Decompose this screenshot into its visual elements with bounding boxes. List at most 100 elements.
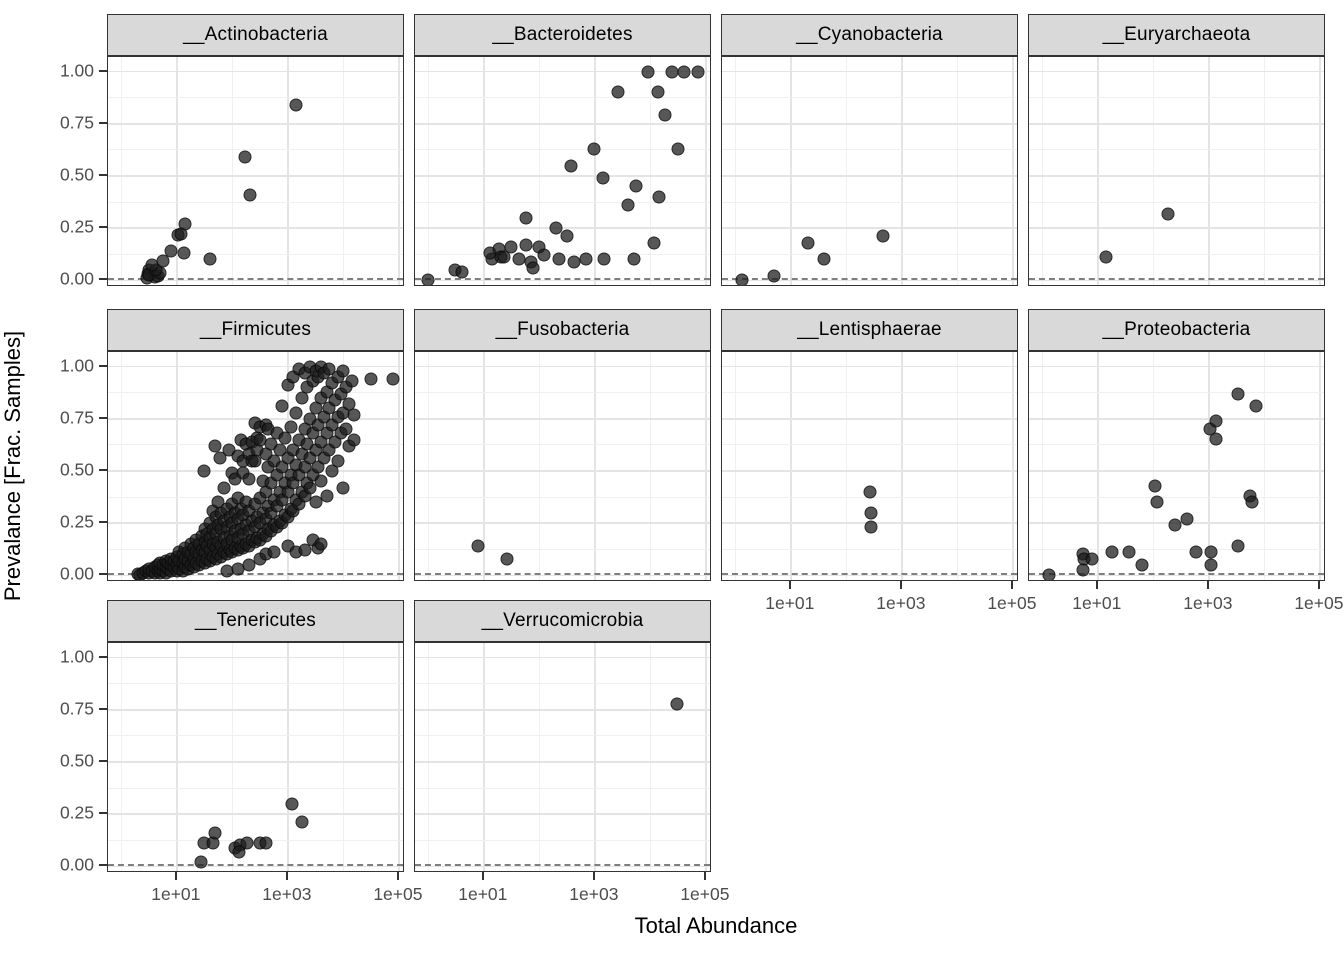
gridline-x-major bbox=[705, 352, 707, 580]
data-point bbox=[549, 221, 563, 235]
gridline-y-minor bbox=[722, 253, 1017, 255]
x-tick-label: 1e+05 bbox=[987, 593, 1037, 613]
data-point bbox=[213, 451, 227, 465]
data-point bbox=[691, 65, 705, 79]
gridline-x-minor bbox=[1041, 57, 1043, 285]
data-point bbox=[526, 261, 540, 275]
gridline-y-major bbox=[108, 813, 403, 815]
gridline-y-minor bbox=[108, 201, 403, 203]
data-point bbox=[217, 481, 231, 495]
gridline-x-minor bbox=[956, 352, 958, 580]
data-point bbox=[1180, 512, 1194, 526]
facet-Tenericutes: __Tenericutes bbox=[107, 600, 404, 872]
facet-strip-label: __Actinobacteria bbox=[183, 24, 328, 45]
gridline-x-major bbox=[398, 57, 400, 285]
x-tick-label: 1e+01 bbox=[765, 593, 815, 613]
gridline-y-major bbox=[415, 70, 710, 73]
y-tick-mark bbox=[99, 707, 107, 710]
y-tick-mark bbox=[99, 573, 107, 576]
gridline-x-minor bbox=[427, 352, 429, 580]
gridline-y-major bbox=[108, 175, 403, 177]
y-tick-mark bbox=[99, 226, 107, 229]
data-point bbox=[500, 552, 514, 566]
gridline-y-major bbox=[108, 761, 403, 763]
gridline-y-major bbox=[415, 656, 710, 659]
gridline-y-major bbox=[722, 227, 1017, 229]
data-point bbox=[1076, 563, 1090, 577]
data-point bbox=[298, 543, 312, 557]
x-tick-label: 1e+05 bbox=[1294, 593, 1344, 613]
gridline-y-minor bbox=[415, 97, 710, 99]
gridline-y-major bbox=[415, 279, 710, 282]
gridline-y-minor bbox=[1029, 149, 1324, 151]
data-point bbox=[1245, 495, 1259, 509]
data-point bbox=[560, 229, 574, 243]
gridline-x-minor bbox=[231, 643, 233, 871]
gridline-y-minor bbox=[415, 735, 710, 737]
gridline-y-major bbox=[108, 70, 403, 73]
y-tick-mark bbox=[99, 864, 107, 867]
y-tick-label: 0.75 bbox=[59, 407, 94, 428]
y-tick-mark bbox=[99, 364, 107, 367]
gridline-y-major bbox=[722, 70, 1017, 73]
facet-panel bbox=[1028, 56, 1325, 286]
data-point bbox=[735, 273, 749, 285]
data-point bbox=[801, 236, 815, 250]
data-point bbox=[455, 265, 469, 279]
gridline-x-minor bbox=[734, 352, 736, 580]
facet-panel bbox=[414, 642, 711, 872]
data-point bbox=[1122, 545, 1136, 559]
x-tick-mark bbox=[396, 872, 399, 880]
gridline-y-minor bbox=[108, 735, 403, 737]
x-tick-mark bbox=[1095, 581, 1098, 589]
data-point bbox=[242, 558, 256, 572]
gridline-x-major bbox=[594, 352, 596, 580]
data-point bbox=[285, 797, 299, 811]
data-point bbox=[876, 229, 890, 243]
gridline-y-minor bbox=[108, 97, 403, 99]
data-point bbox=[336, 364, 350, 378]
gridline-x-minor bbox=[120, 643, 122, 871]
data-point bbox=[347, 433, 361, 447]
data-point bbox=[567, 255, 581, 269]
y-tick-mark bbox=[99, 759, 107, 762]
gridline-x-minor bbox=[1152, 57, 1154, 285]
data-point bbox=[863, 485, 877, 499]
data-point bbox=[817, 252, 831, 266]
gridline-y-major bbox=[415, 123, 710, 125]
gridline-y-minor bbox=[1029, 444, 1324, 446]
data-point bbox=[1189, 545, 1203, 559]
facet-strip: __Cyanobacteria bbox=[721, 14, 1018, 56]
data-point bbox=[208, 439, 222, 453]
gridline-x-major bbox=[594, 643, 596, 871]
gridline-x-minor bbox=[734, 57, 736, 285]
gridline-y-minor bbox=[108, 253, 403, 255]
y-tick-label: 0.25 bbox=[59, 511, 94, 532]
gridline-y-major bbox=[1029, 175, 1324, 177]
gridline-y-minor bbox=[415, 548, 710, 550]
gridline-y-minor bbox=[722, 201, 1017, 203]
data-point bbox=[197, 464, 211, 478]
gridline-x-minor bbox=[342, 643, 344, 871]
gridline-x-minor bbox=[538, 57, 540, 285]
data-point bbox=[1105, 545, 1119, 559]
threshold-line bbox=[108, 573, 403, 576]
gridline-y-minor bbox=[415, 839, 710, 841]
gridline-y-major bbox=[108, 470, 403, 472]
data-point bbox=[289, 98, 303, 112]
gridline-y-minor bbox=[415, 787, 710, 789]
facet-strip-label: __Cyanobacteria bbox=[796, 24, 943, 45]
data-point bbox=[1135, 558, 1149, 572]
gridline-y-major bbox=[108, 709, 403, 711]
facet-Euryarchaeota: __Euryarchaeota bbox=[1028, 14, 1325, 286]
gridline-x-minor bbox=[342, 57, 344, 285]
x-tick-label: 1e+01 bbox=[458, 884, 508, 904]
gridline-y-major bbox=[108, 865, 403, 868]
gridline-y-minor bbox=[1029, 548, 1324, 550]
x-tick-label: 1e+01 bbox=[151, 884, 201, 904]
gridline-y-minor bbox=[1029, 392, 1324, 394]
data-point bbox=[1204, 545, 1218, 559]
gridline-x-major bbox=[790, 352, 792, 580]
facet-strip-label: __Firmicutes bbox=[199, 319, 312, 340]
